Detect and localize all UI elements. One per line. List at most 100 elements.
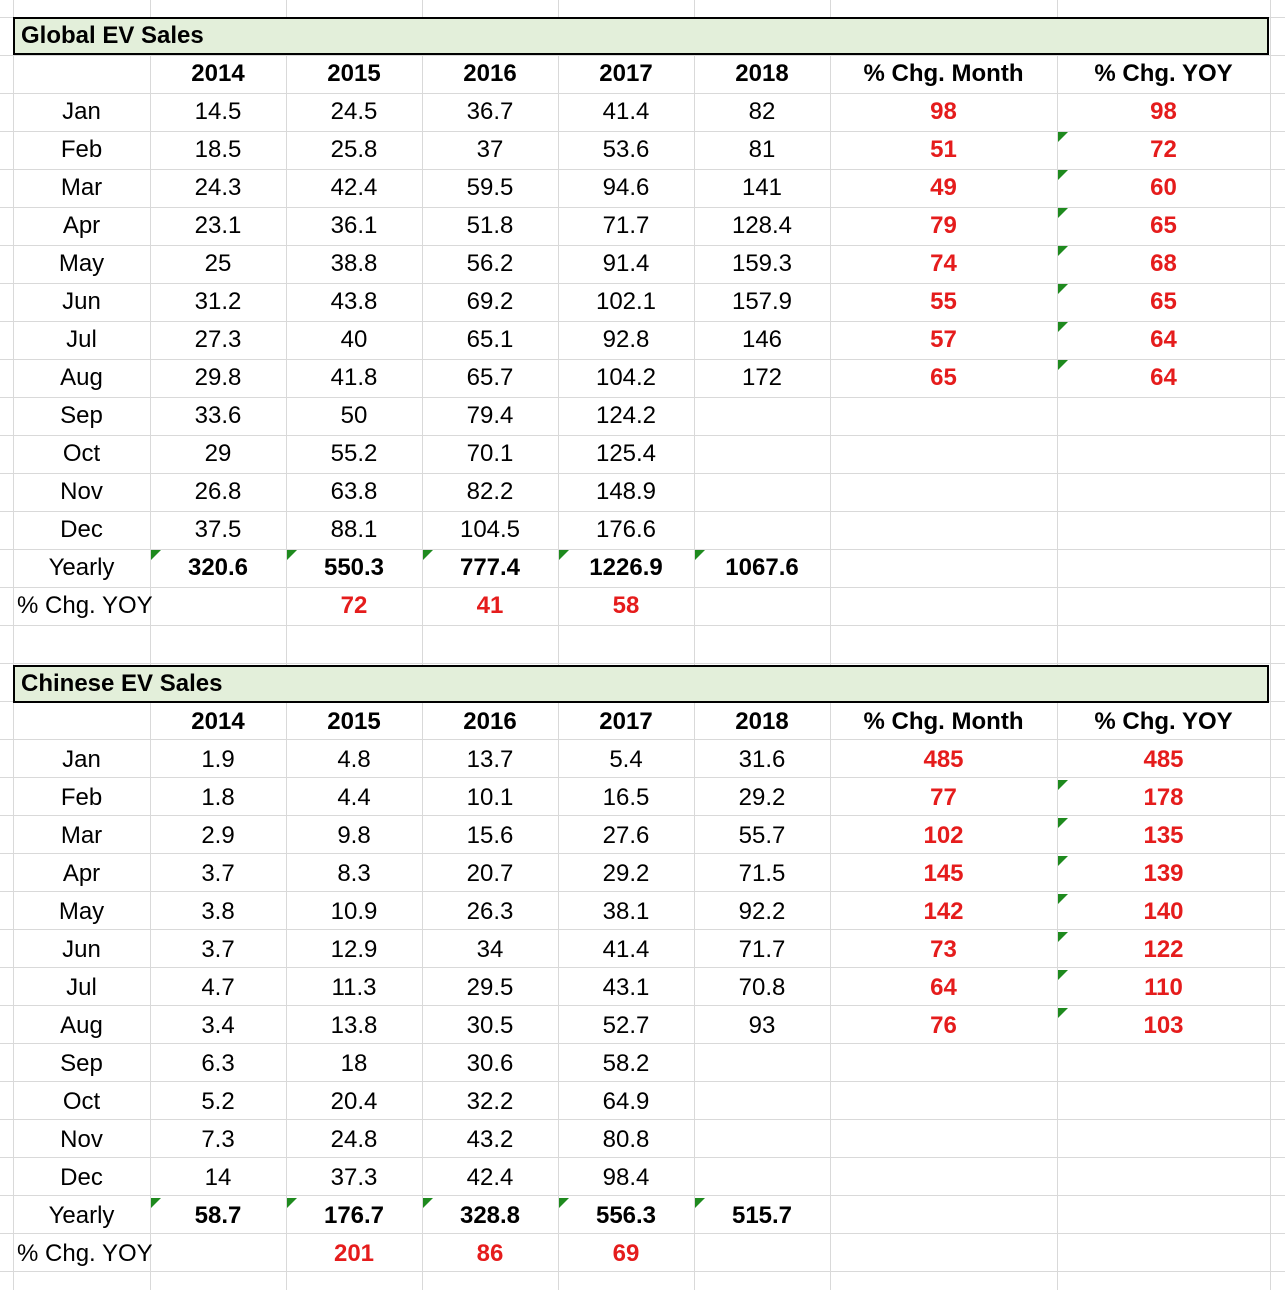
row-label[interactable]: % Chg. YOY xyxy=(17,1240,153,1267)
data-cell[interactable]: 71.7 xyxy=(602,212,650,239)
row-label[interactable]: Jun xyxy=(62,288,101,315)
data-cell[interactable]: 55 xyxy=(930,288,957,315)
data-cell[interactable]: 142 xyxy=(923,898,964,925)
row-label[interactable]: Yearly xyxy=(48,1202,115,1229)
data-cell[interactable]: 43.2 xyxy=(466,1126,514,1153)
row-label[interactable]: May xyxy=(58,898,105,925)
column-header[interactable]: 2016 xyxy=(463,60,517,87)
data-cell[interactable]: 56.2 xyxy=(466,250,514,277)
data-cell[interactable]: 80.8 xyxy=(602,1126,650,1153)
data-cell[interactable]: 59.5 xyxy=(466,174,514,201)
row-label[interactable]: Feb xyxy=(60,784,103,811)
row-label[interactable]: Jun xyxy=(62,936,101,963)
data-cell[interactable]: 41.4 xyxy=(602,98,650,125)
column-header[interactable]: 2014 xyxy=(191,60,245,87)
column-header[interactable]: 2017 xyxy=(599,60,653,87)
data-cell[interactable]: 12.9 xyxy=(330,936,378,963)
row-label[interactable]: Jan xyxy=(62,746,101,773)
row-label[interactable]: Jan xyxy=(62,98,101,125)
column-header[interactable]: 2018 xyxy=(735,708,789,735)
data-cell[interactable]: 25.8 xyxy=(330,136,378,163)
yearly-total-cell[interactable]: 320.6 xyxy=(187,554,249,581)
yearly-total-cell[interactable]: 550.3 xyxy=(323,554,385,581)
data-cell[interactable]: 29 xyxy=(204,440,232,467)
data-cell[interactable]: 98.4 xyxy=(602,1164,650,1191)
data-cell[interactable]: 145 xyxy=(923,860,964,887)
data-cell[interactable]: 94.6 xyxy=(602,174,650,201)
data-cell[interactable]: 38.8 xyxy=(330,250,378,277)
data-cell[interactable]: 18.5 xyxy=(194,136,242,163)
data-cell[interactable]: 9.8 xyxy=(337,822,371,849)
yearly-total-cell[interactable]: 1067.6 xyxy=(725,554,799,581)
row-label[interactable]: Nov xyxy=(60,478,103,505)
column-header[interactable]: % Chg. YOY xyxy=(1094,60,1233,87)
row-label[interactable]: May xyxy=(58,250,105,277)
data-cell[interactable]: 40 xyxy=(340,326,368,353)
yearly-total-cell[interactable]: 1226.9 xyxy=(589,554,663,581)
data-cell[interactable]: 37 xyxy=(476,136,504,163)
data-cell[interactable]: 30.6 xyxy=(466,1050,514,1077)
yoy-change-cell[interactable]: 58 xyxy=(612,592,640,619)
data-cell[interactable]: 103 xyxy=(1143,1012,1184,1039)
data-cell[interactable]: 102 xyxy=(923,822,964,849)
data-cell[interactable]: 32.2 xyxy=(466,1088,514,1115)
data-cell[interactable]: 146 xyxy=(741,326,783,353)
yearly-total-cell[interactable]: 58.7 xyxy=(194,1202,242,1229)
data-cell[interactable]: 64 xyxy=(930,974,957,1001)
data-cell[interactable]: 65 xyxy=(930,364,957,391)
data-cell[interactable]: 71.7 xyxy=(738,936,786,963)
data-cell[interactable]: 23.1 xyxy=(194,212,242,239)
row-label[interactable]: Mar xyxy=(60,174,103,201)
data-cell[interactable]: 58.2 xyxy=(602,1050,650,1077)
data-cell[interactable]: 93 xyxy=(748,1012,776,1039)
yearly-total-cell[interactable]: 556.3 xyxy=(595,1202,657,1229)
data-cell[interactable]: 24.5 xyxy=(330,98,378,125)
data-cell[interactable]: 128.4 xyxy=(731,212,793,239)
data-cell[interactable]: 31.2 xyxy=(194,288,242,315)
row-label[interactable]: Jul xyxy=(66,326,97,353)
data-cell[interactable]: 33.6 xyxy=(194,402,242,429)
row-label[interactable]: Mar xyxy=(60,822,103,849)
row-label[interactable]: Apr xyxy=(62,212,101,239)
column-header[interactable]: 2016 xyxy=(463,708,517,735)
data-cell[interactable]: 15.6 xyxy=(466,822,514,849)
data-cell[interactable]: 16.5 xyxy=(602,784,650,811)
row-label[interactable]: Oct xyxy=(62,1088,101,1115)
row-label[interactable]: Sep xyxy=(60,1050,103,1077)
data-cell[interactable]: 157.9 xyxy=(731,288,793,315)
data-cell[interactable]: 36.7 xyxy=(466,98,514,125)
row-label[interactable]: Oct xyxy=(62,440,101,467)
data-cell[interactable]: 34 xyxy=(476,936,504,963)
yearly-total-cell[interactable]: 176.7 xyxy=(323,1202,385,1229)
data-cell[interactable]: 1.9 xyxy=(201,746,235,773)
row-label[interactable]: Aug xyxy=(60,1012,103,1039)
yoy-change-cell[interactable]: 41 xyxy=(476,592,504,619)
data-cell[interactable]: 135 xyxy=(1143,822,1184,849)
data-cell[interactable]: 74 xyxy=(930,250,957,277)
data-cell[interactable]: 42.4 xyxy=(466,1164,514,1191)
data-cell[interactable]: 4.8 xyxy=(337,746,371,773)
data-cell[interactable]: 73 xyxy=(930,936,957,963)
data-cell[interactable]: 31.6 xyxy=(738,746,786,773)
column-header[interactable]: % Chg. Month xyxy=(863,708,1024,735)
column-header[interactable]: 2015 xyxy=(327,708,381,735)
yearly-total-cell[interactable]: 515.7 xyxy=(731,1202,793,1229)
data-cell[interactable]: 176.6 xyxy=(595,516,657,543)
yoy-change-cell[interactable]: 201 xyxy=(333,1240,375,1267)
data-cell[interactable]: 4.7 xyxy=(201,974,235,1001)
data-cell[interactable]: 159.3 xyxy=(731,250,793,277)
data-cell[interactable]: 20.4 xyxy=(330,1088,378,1115)
data-cell[interactable]: 3.4 xyxy=(201,1012,235,1039)
row-label[interactable]: Apr xyxy=(62,860,101,887)
data-cell[interactable]: 29.2 xyxy=(738,784,786,811)
data-cell[interactable]: 64 xyxy=(1150,326,1177,353)
data-cell[interactable]: 485 xyxy=(923,746,964,773)
data-cell[interactable]: 79.4 xyxy=(466,402,514,429)
data-cell[interactable]: 37.3 xyxy=(330,1164,378,1191)
data-cell[interactable]: 55.7 xyxy=(738,822,786,849)
row-label[interactable]: % Chg. YOY xyxy=(17,592,153,619)
data-cell[interactable]: 104.2 xyxy=(595,364,657,391)
data-cell[interactable]: 26.8 xyxy=(194,478,242,505)
data-cell[interactable]: 82 xyxy=(748,98,776,125)
row-label[interactable]: Aug xyxy=(60,364,103,391)
